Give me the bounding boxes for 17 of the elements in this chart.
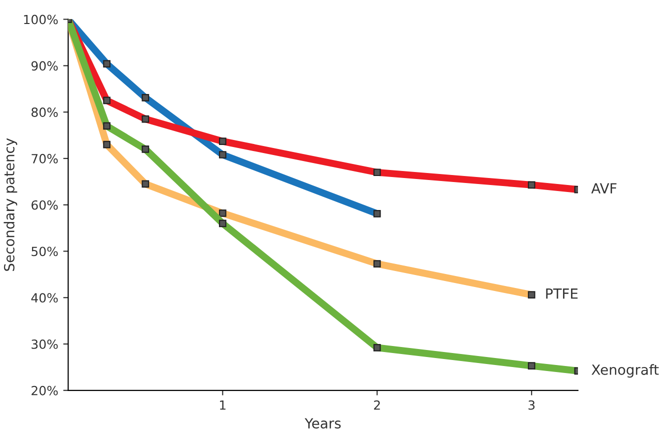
y-tick-label: 90% [31,61,58,71]
series-label: PTFE [546,288,578,299]
y-tick-label: 100% [24,14,58,24]
y-tick-label: 30% [32,339,58,349]
x-tick-label: 3 [528,400,535,410]
series-label: Xenograft [592,364,659,378]
series-label: AVF [591,183,616,194]
y-tick-label: 60% [32,200,58,210]
y-tick-label: 70% [32,154,58,164]
y-tick-label: 50% [32,246,58,256]
x-axis-title: Years [304,418,341,429]
y-tick-label: 40% [31,293,58,303]
y-tick-label: 20% [32,386,58,396]
y-tick-label: 80% [32,108,58,118]
x-tick-label: 2 [374,400,380,410]
y-axis-title: Secondary patency [4,138,18,271]
x-tick-label: 1 [220,400,226,410]
